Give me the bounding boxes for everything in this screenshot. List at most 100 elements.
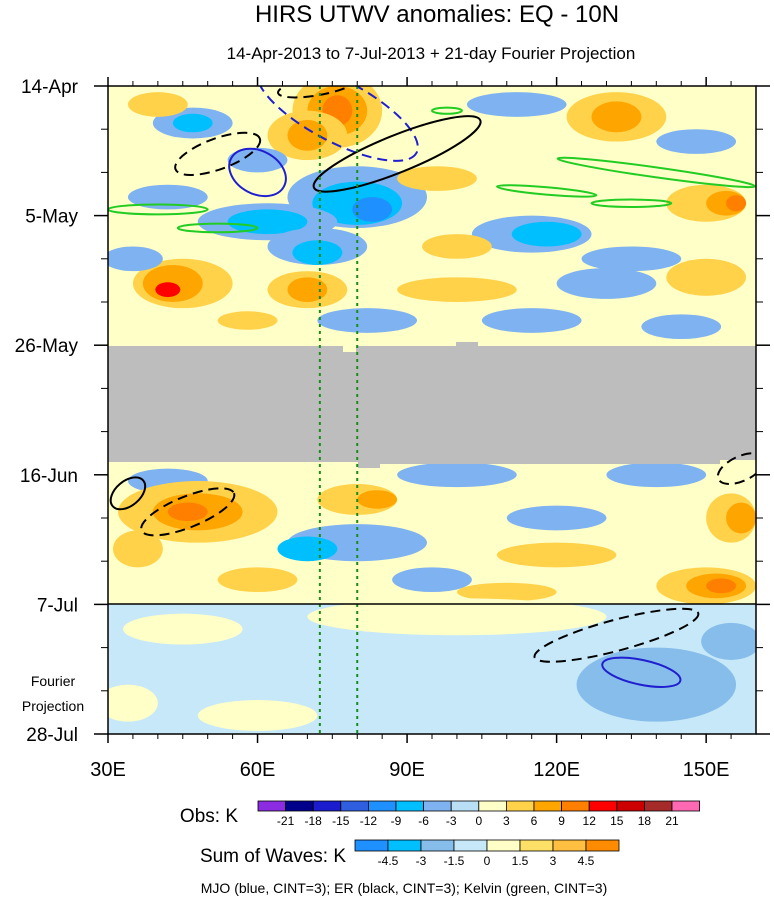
er-contour — [109, 476, 147, 511]
anomaly-blob — [726, 195, 747, 212]
anomaly-blob — [287, 119, 328, 151]
mjo-contour — [228, 147, 287, 198]
anomaly-blob — [227, 209, 308, 235]
anomaly-blob — [641, 314, 722, 340]
obs-colorbar-level-label: 21 — [665, 814, 679, 828]
obs-colorbar-swatch — [340, 800, 369, 812]
y-tick-label: 5-May — [25, 207, 78, 228]
anomaly-blob — [666, 258, 747, 296]
obs-colorbar-level-label: -3 — [446, 814, 457, 828]
waves-colorbar-level-label: -4.5 — [378, 854, 399, 868]
waves-colorbar-level-label: 0 — [484, 854, 491, 868]
kelvin-contour — [495, 184, 598, 198]
kelvin-contour — [176, 222, 259, 234]
anomaly-blob — [317, 308, 418, 333]
anomaly-blob — [127, 184, 208, 210]
anomaly-blob — [397, 277, 517, 302]
obs-colorbar-label: Obs: K — [180, 806, 238, 827]
y-tick-label: 16-Jun — [20, 466, 78, 487]
er-contour — [716, 452, 756, 485]
er-contour — [277, 86, 358, 99]
waves-colorbar-swatch — [387, 839, 422, 852]
contours-caption: MJO (blue, CINT=3); ER (black, CINT=3); … — [201, 880, 608, 896]
kelvin-contour — [590, 198, 673, 208]
obs-colorbar-level-label: 0 — [475, 814, 482, 828]
obs-colorbar-level-label: -15 — [332, 814, 350, 828]
obs-colorbar-level-label: 18 — [638, 814, 652, 828]
anomaly-blob — [127, 92, 188, 117]
anomaly-blob — [656, 129, 737, 154]
waves-colorbar-label: Sum of Waves: K — [200, 846, 346, 867]
anomaly-blob — [591, 101, 642, 133]
anomaly-blob — [292, 240, 343, 265]
projection-label-line1: Fourier — [31, 673, 76, 689]
obs-colorbar-level-label: 6 — [531, 814, 538, 828]
y-tick-label: 7-Jul — [37, 595, 78, 616]
anomaly-blob — [172, 113, 213, 133]
projection-blob — [576, 647, 737, 722]
y-tick-label: 26-May — [15, 336, 79, 357]
er-contour — [533, 607, 700, 663]
anomaly-blob — [456, 582, 557, 602]
er-contour — [174, 131, 262, 176]
obs-colorbar-level-label: -18 — [305, 814, 323, 828]
projection-layer — [108, 598, 756, 731]
mjo-contour — [255, 86, 419, 162]
obs-colorbar-swatch — [505, 800, 535, 812]
anomaly-blob — [506, 505, 607, 531]
waves-colorbar-level-label: -1.5 — [444, 854, 465, 868]
obs-colorbar-level-label: -6 — [418, 814, 429, 828]
waves-colorbar-swatch — [453, 839, 488, 852]
waves-colorbar-swatch — [519, 839, 554, 852]
waves-colorbar-level-label: 1.5 — [512, 854, 529, 868]
anomaly-blob — [496, 542, 617, 568]
obs-colorbar-swatch — [423, 800, 452, 812]
axes: 30E 60E 90E 120E 150E 14-Apr 5-May 26-May 16-Jun… — [15, 77, 770, 781]
obs-colorbar-swatch — [367, 800, 397, 812]
obs-colorbar-level-label: -9 — [391, 814, 402, 828]
anomaly-blob — [287, 277, 328, 302]
projection-blob — [197, 700, 318, 731]
obs-colorbar-level-label: 12 — [583, 814, 597, 828]
anomaly-blob — [397, 166, 477, 191]
anomaly-blob — [167, 502, 208, 522]
anomaly-blob — [556, 268, 657, 299]
obs-colorbar-swatch — [285, 800, 314, 812]
anomaly-blob — [466, 92, 567, 117]
waves-colorbar-swatch — [585, 839, 620, 852]
anomaly-blob — [606, 462, 707, 488]
obs-colorbar-swatch — [257, 800, 287, 812]
obs-colorbar-swatch — [450, 800, 480, 812]
anomaly-blob — [277, 536, 338, 562]
obs-colorbar-level-label: -12 — [360, 814, 378, 828]
projection-label-line2: Projection — [22, 698, 84, 714]
x-tick-label: 60E — [240, 759, 276, 781]
obs-colorbar-level-label: -21 — [277, 814, 295, 828]
chart-subtitle: 14-Apr-2013 to 7-Jul-2013 + 21-day Fouri… — [227, 44, 636, 63]
anomaly-blob — [217, 311, 278, 330]
anomaly-blob — [481, 308, 582, 333]
er-contour — [140, 487, 236, 537]
obs-colorbar-swatch — [561, 800, 590, 812]
anomaly-blob — [112, 530, 163, 568]
obs-colorbar-swatch — [616, 800, 645, 812]
x-tick-label: 30E — [90, 759, 126, 781]
x-tick-label: 90E — [389, 759, 425, 781]
projection-blob — [701, 622, 756, 660]
anomaly-blob — [397, 462, 517, 488]
missing-data-band — [108, 342, 756, 468]
y-tick-label: 28-Jul — [26, 725, 78, 746]
obs-colorbar-swatch — [671, 800, 701, 812]
waves-colorbar-swatch — [486, 839, 521, 852]
x-tick-label: 120E — [533, 759, 580, 781]
obs-anomaly-layer — [108, 86, 756, 605]
er-contour — [312, 115, 482, 193]
projection-blob — [108, 684, 158, 722]
anomaly-blob — [706, 578, 737, 594]
anomaly-blob — [357, 490, 398, 509]
mjo-contour — [601, 656, 682, 688]
waves-colorbar-swatch — [552, 839, 587, 852]
anomaly-blob — [217, 567, 298, 593]
